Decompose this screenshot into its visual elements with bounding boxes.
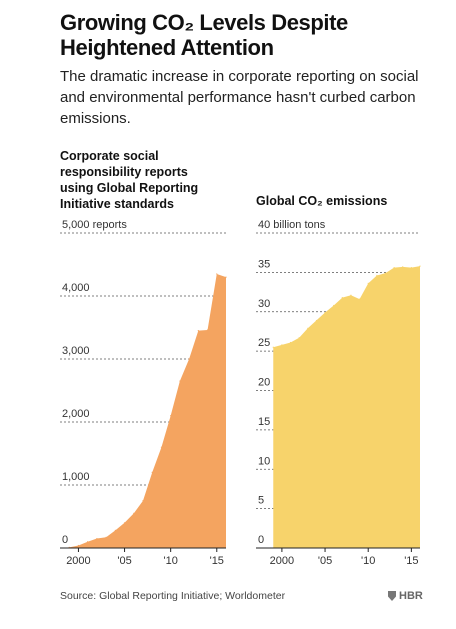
data-point [206,329,209,331]
y-tick-label: 35 [258,258,270,270]
data-point [133,512,135,514]
x-tick-label: 2000 [66,555,90,567]
y-tick-label: 25 [258,337,270,349]
data-point [410,267,412,269]
chart-subtitle: The dramatic increase in corporate repor… [60,68,419,127]
chart-title: Growing CO₂ Levels Despite Heightened At… [60,10,348,60]
right-panel-title: Global CO₂ emissions [256,194,388,208]
y-tick-label: 20 [258,377,270,389]
left-panel-title: Corporate social responsibility reports … [60,149,199,211]
data-point [402,266,404,268]
data-point [384,272,387,274]
x-tick-label: '10 [163,555,177,567]
data-point [358,298,361,300]
data-point [376,274,378,277]
y-tick-label: 0 [62,534,68,546]
data-point [151,471,153,473]
y-tick-label: 10 [258,455,270,467]
data-point [87,541,89,543]
data-point [315,319,318,322]
data-point [225,276,227,278]
y-tick-label: 3,000 [62,345,90,357]
y-tick-label: 15 [258,416,270,428]
data-point [114,529,116,531]
shield-icon [388,591,396,601]
data-point [160,446,163,448]
source-note: Source: Global Reporting Initiative; Wor… [60,590,286,602]
x-tick-label: '15 [210,555,224,567]
y-tick-label: 2,000 [62,408,90,420]
data-area [69,273,226,548]
brand-label: HBR [399,590,423,602]
data-point [307,327,309,329]
data-point [142,500,144,502]
y-tick-label: 5,000 reports [62,219,127,231]
y-tick-label: 0 [258,534,264,546]
data-point [281,344,283,346]
x-tick-label: 2000 [270,555,294,567]
brand-logo: HBR [388,590,423,602]
x-tick-label: '10 [361,555,375,567]
data-point [188,358,190,360]
data-point [105,536,107,538]
x-tick-label: '15 [404,555,418,567]
data-point [272,346,274,348]
y-tick-label: 30 [258,298,270,310]
data-point [179,380,181,382]
y-tick-label: 1,000 [62,471,90,483]
data-point [123,522,126,524]
y-tick-label: 5 [258,495,264,507]
data-point [197,330,199,332]
data-point [341,296,343,299]
data-point [216,273,218,275]
data-area [273,266,420,548]
data-point [350,294,352,296]
data-point [324,311,326,314]
data-point [96,537,98,540]
data-point [393,267,395,269]
data-point [367,282,369,284]
data-point [77,544,80,547]
x-tick-label: '05 [318,555,332,567]
data-point [333,304,335,307]
data-point [170,415,172,417]
data-point [419,265,421,267]
y-tick-label: 40 billion tons [258,219,326,231]
y-tick-label: 4,000 [62,282,90,294]
data-point [289,341,292,344]
data-point [298,337,300,339]
x-tick-label: '05 [117,555,131,567]
